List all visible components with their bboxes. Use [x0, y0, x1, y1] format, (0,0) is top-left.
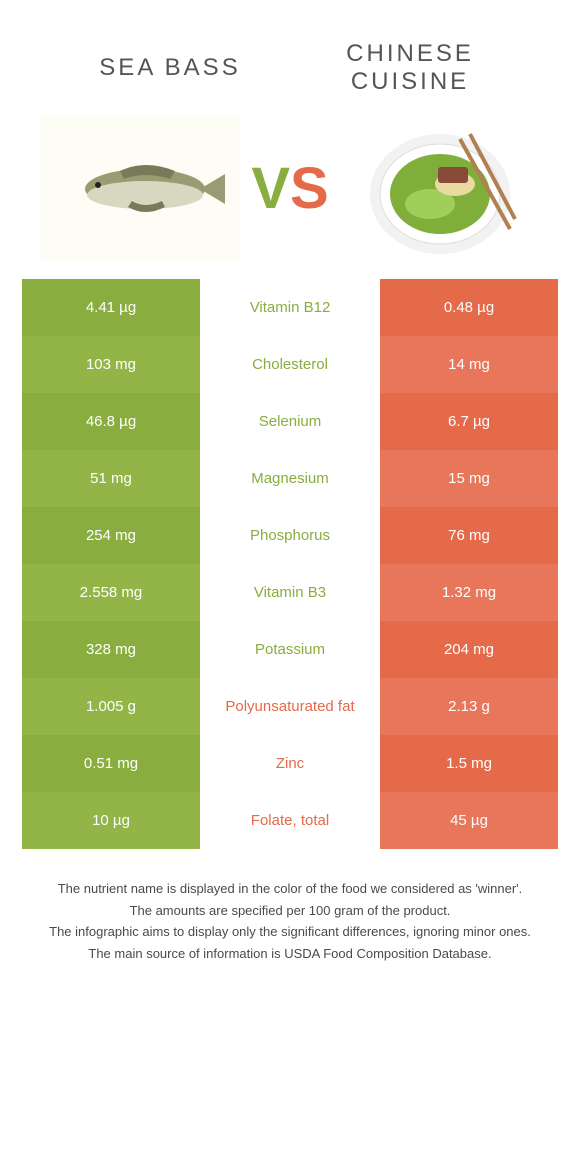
table-row: 4.41 µgVitamin B120.48 µg [22, 279, 558, 336]
title-right: CHINESE CUISINE [290, 40, 530, 96]
table-row: 2.558 mgVitamin B31.32 mg [22, 564, 558, 621]
vs-s: S [290, 156, 329, 221]
sea-bass-image [40, 116, 240, 261]
footer-line: The amounts are specified per 100 gram o… [28, 901, 552, 921]
footer-line: The main source of information is USDA F… [28, 944, 552, 964]
nutrient-label: Folate, total [200, 792, 380, 849]
table-row: 0.51 mgZinc1.5 mg [22, 735, 558, 792]
value-left: 46.8 µg [22, 393, 200, 450]
value-left: 0.51 mg [22, 735, 200, 792]
value-right: 45 µg [380, 792, 558, 849]
value-left: 2.558 mg [22, 564, 200, 621]
footer-line: The nutrient name is displayed in the co… [28, 879, 552, 899]
table-row: 46.8 µgSelenium6.7 µg [22, 393, 558, 450]
value-left: 103 mg [22, 336, 200, 393]
value-right: 0.48 µg [380, 279, 558, 336]
vs-label: VS [251, 160, 328, 218]
value-right: 15 mg [380, 450, 558, 507]
title-left: SEA BASS [50, 54, 290, 82]
nutrient-label: Vitamin B3 [200, 564, 380, 621]
nutrient-table: 4.41 µgVitamin B120.48 µg103 mgCholester… [22, 279, 558, 849]
value-left: 51 mg [22, 450, 200, 507]
value-left: 1.005 g [22, 678, 200, 735]
vs-v: V [251, 156, 290, 221]
value-left: 254 mg [22, 507, 200, 564]
image-row: VS [0, 116, 580, 261]
table-row: 103 mgCholesterol14 mg [22, 336, 558, 393]
nutrient-label: Polyunsaturated fat [200, 678, 380, 735]
table-row: 254 mgPhosphorus76 mg [22, 507, 558, 564]
nutrient-label: Vitamin B12 [200, 279, 380, 336]
value-right: 1.5 mg [380, 735, 558, 792]
value-right: 1.32 mg [380, 564, 558, 621]
nutrient-label: Potassium [200, 621, 380, 678]
nutrient-label: Zinc [200, 735, 380, 792]
table-row: 1.005 gPolyunsaturated fat2.13 g [22, 678, 558, 735]
value-right: 6.7 µg [380, 393, 558, 450]
chinese-cuisine-image [340, 116, 540, 261]
value-right: 2.13 g [380, 678, 558, 735]
value-right: 204 mg [380, 621, 558, 678]
table-row: 10 µgFolate, total45 µg [22, 792, 558, 849]
nutrient-label: Phosphorus [200, 507, 380, 564]
value-left: 328 mg [22, 621, 200, 678]
value-right: 14 mg [380, 336, 558, 393]
footer-notes: The nutrient name is displayed in the co… [0, 849, 580, 963]
nutrient-label: Magnesium [200, 450, 380, 507]
value-left: 4.41 µg [22, 279, 200, 336]
table-row: 328 mgPotassium204 mg [22, 621, 558, 678]
footer-line: The infographic aims to display only the… [28, 922, 552, 942]
value-right: 76 mg [380, 507, 558, 564]
header: SEA BASS CHINESE CUISINE [0, 0, 580, 116]
value-left: 10 µg [22, 792, 200, 849]
table-row: 51 mgMagnesium15 mg [22, 450, 558, 507]
nutrient-label: Cholesterol [200, 336, 380, 393]
nutrient-label: Selenium [200, 393, 380, 450]
